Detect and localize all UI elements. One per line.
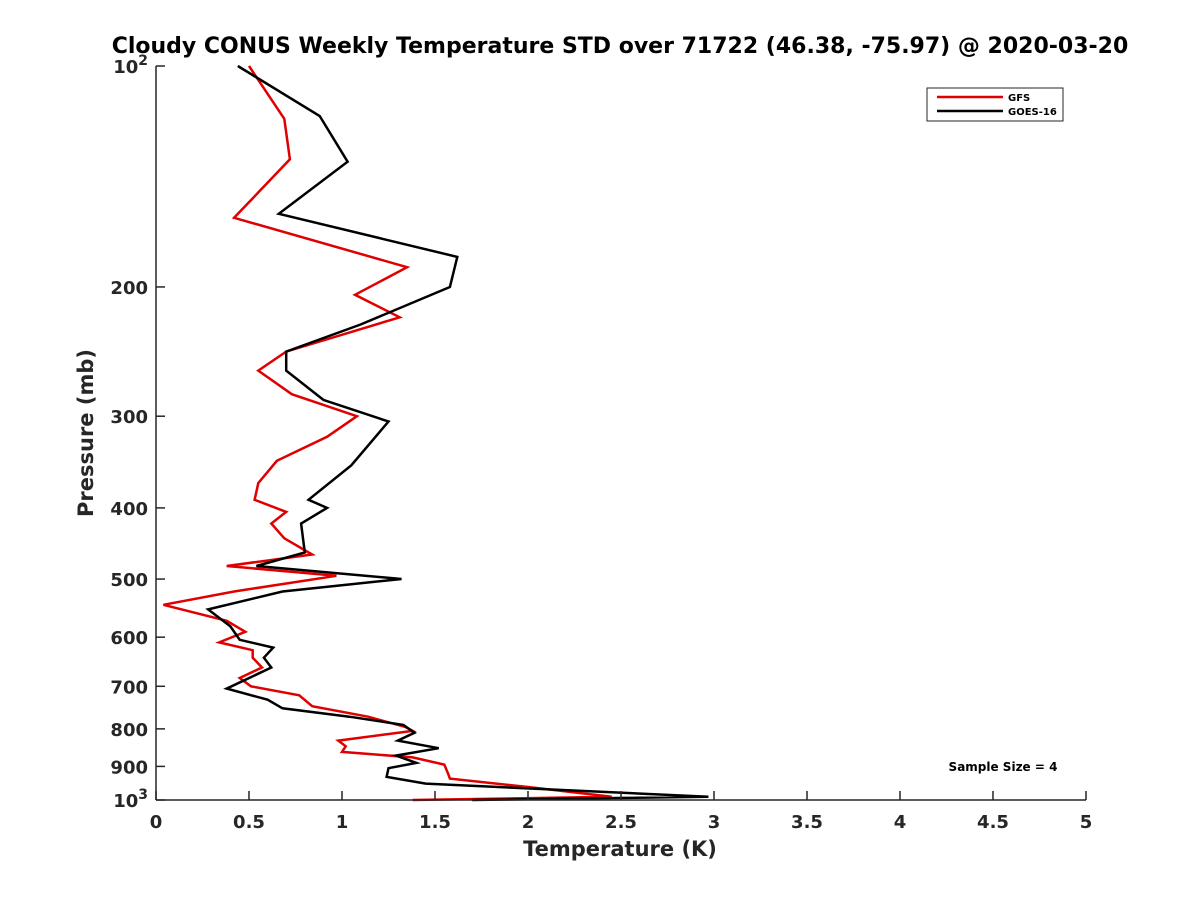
x-tick-label: 0.5	[233, 812, 265, 833]
x-axis-ticks: 0 0.5 1 1.5 2 2.5 3 3.5 4 4.5 5	[150, 791, 1093, 833]
legend-label-gfs: GFS	[1008, 93, 1030, 104]
series-line-gfs	[163, 65, 612, 802]
y-tick-label: 103	[113, 787, 148, 812]
y-tick-label: 200	[110, 278, 148, 299]
y-tick-label: 600	[110, 628, 148, 649]
y-axis-label: Pressure (mb)	[74, 349, 98, 517]
y-tick-label: 500	[110, 570, 148, 591]
y-tick-label: 900	[110, 757, 148, 778]
chart-title: Cloudy CONUS Weekly Temperature STD over…	[112, 34, 1129, 59]
x-tick-label: 4	[894, 812, 907, 833]
legend-label-goes16: GOES-16	[1008, 107, 1057, 118]
x-tick-label: 0	[150, 812, 163, 833]
sample-size-annotation: Sample Size = 4	[949, 760, 1058, 774]
x-axis-label: Temperature (K)	[523, 837, 717, 861]
x-tick-label: 1.5	[419, 812, 451, 833]
y-tick-label: 700	[110, 677, 148, 698]
x-tick-label: 3	[708, 812, 721, 833]
y-tick-label: 800	[110, 720, 148, 741]
legend: GFS GOES-16	[926, 87, 1064, 122]
legend-box	[926, 87, 1064, 122]
x-tick-label: 4.5	[977, 812, 1009, 833]
x-tick-label: 2	[522, 812, 535, 833]
y-tick-label: 300	[110, 407, 148, 428]
x-tick-label: 3.5	[791, 812, 823, 833]
y-tick-label: 400	[110, 499, 148, 520]
x-tick-label: 1	[336, 812, 349, 833]
x-tick-label: 2.5	[605, 812, 637, 833]
series-line-goes16	[205, 64, 709, 802]
series-layer	[163, 64, 709, 802]
x-tick-label: 5	[1080, 812, 1093, 833]
